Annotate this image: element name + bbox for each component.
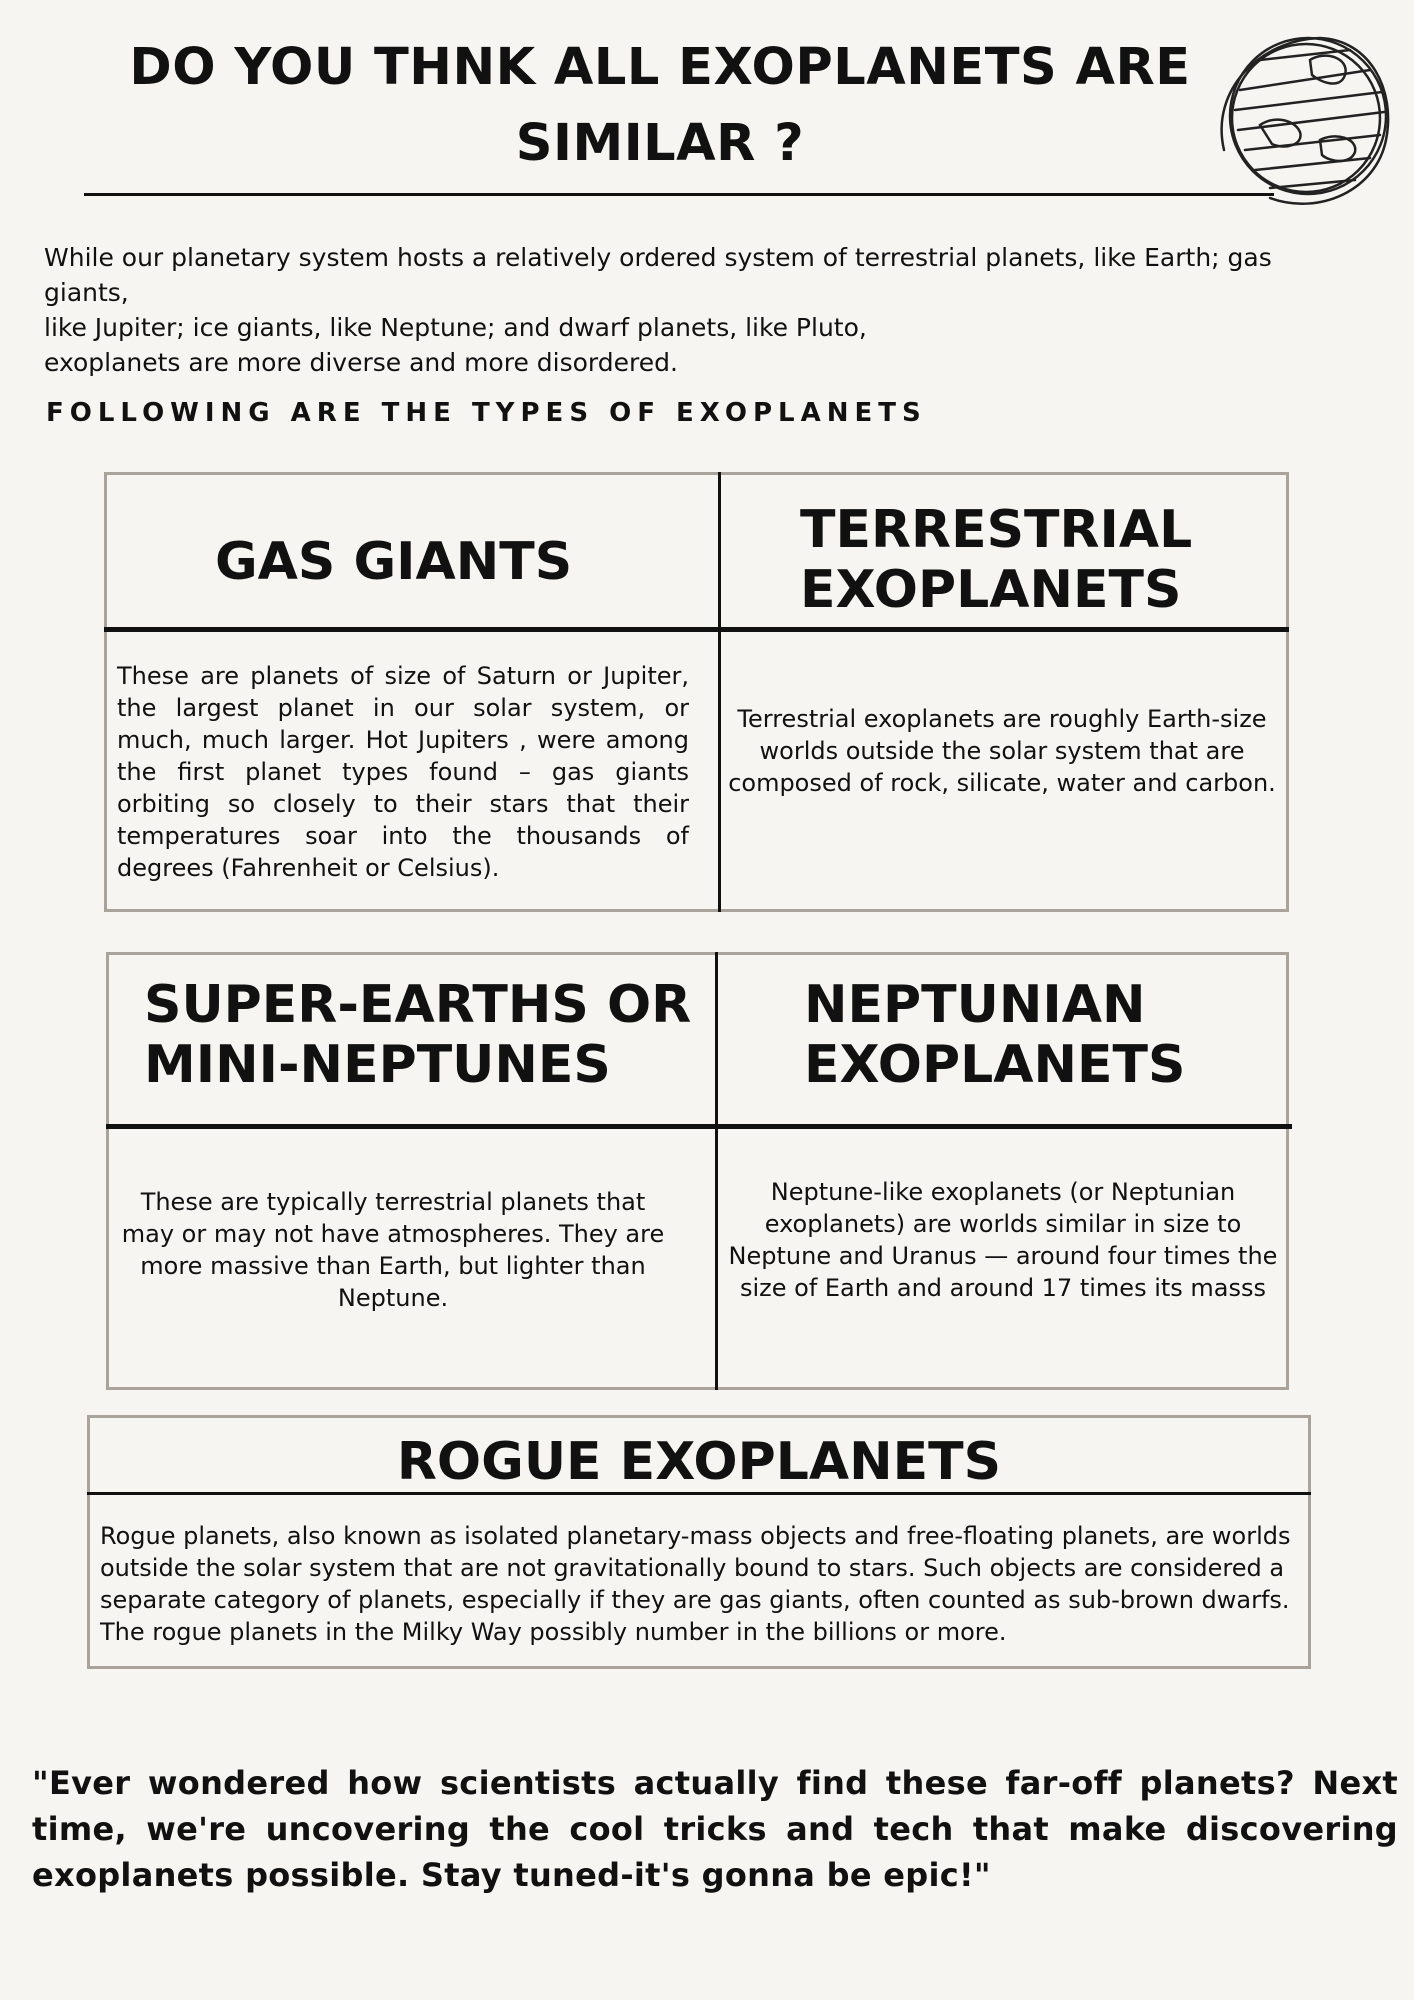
super-earths-title: SUPER-EARTHS OR MINI-NEPTUNES	[144, 975, 691, 1095]
section-subheading: FOLLOWING ARE THE TYPES OF EXOPLANETS	[46, 398, 927, 428]
intro-line-3: exoplanets are more diverse and more dis…	[44, 348, 678, 377]
rogue-box	[87, 1415, 1311, 1669]
intro-line-1: While our planetary system hosts a relat…	[44, 243, 1272, 307]
box-2-divider-horizontal	[106, 1124, 1292, 1129]
types-box-1	[104, 472, 1289, 912]
terrestrial-text: Terrestrial exoplanets are roughly Earth…	[728, 705, 1276, 797]
terrestrial-title: TERRESTRIAL EXOPLANETS	[800, 500, 1192, 620]
gas-giants-title: GAS GIANTS	[215, 532, 573, 592]
title-line-2: SIMILAR ?	[515, 114, 805, 173]
rogue-divider	[87, 1492, 1311, 1495]
terrestrial-title-line-1: TERRESTRIAL	[800, 500, 1193, 560]
intro-line-2: like Jupiter; ice giants, like Neptune; …	[44, 313, 867, 342]
neptunian-title-line-2: EXOPLANETS	[804, 1035, 1186, 1095]
super-earths-title-line-2: MINI-NEPTUNES	[144, 1035, 611, 1095]
neptunian-title-line-1: NEPTUNIAN	[804, 975, 1146, 1035]
types-box-2	[106, 952, 1289, 1390]
page-title: DO YOU THNK ALL EXOPLANETS ARE SIMILAR ?	[100, 30, 1220, 182]
box-1-divider-horizontal	[104, 627, 1289, 632]
super-earths-text: These are typically terrestrial planets …	[121, 1188, 665, 1312]
closing-quote: "Ever wondered how scientists actually f…	[32, 1764, 1398, 1894]
terrestrial-title-line-2: EXOPLANETS	[800, 560, 1182, 620]
gas-giants-text: These are planets of size of Saturn or J…	[117, 662, 689, 882]
neptunian-text: Neptune-like exoplanets (or Neptunian ex…	[728, 1178, 1278, 1302]
box-1-divider-vertical	[718, 472, 721, 912]
title-line-1: DO YOU THNK ALL EXOPLANETS ARE	[129, 38, 1191, 97]
rogue-title: ROGUE EXOPLANETS	[396, 1432, 1002, 1492]
intro-paragraph: While our planetary system hosts a relat…	[44, 240, 1344, 380]
title-underline	[84, 193, 1274, 196]
box-2-divider-vertical	[715, 952, 718, 1390]
super-earths-title-line-1: SUPER-EARTHS OR	[144, 975, 692, 1035]
rogue-text: Rogue planets, also known as isolated pl…	[100, 1522, 1291, 1646]
globe-icon	[1220, 36, 1390, 205]
neptunian-title: NEPTUNIAN EXOPLANETS	[804, 975, 1185, 1095]
